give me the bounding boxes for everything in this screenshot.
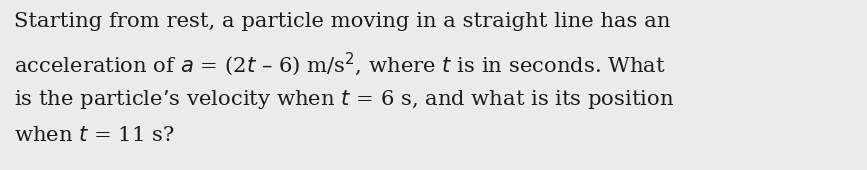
Text: when $t$ = 11 s?: when $t$ = 11 s? — [14, 126, 174, 145]
Text: acceleration of $a$ = (2$t$ – 6) m/s$^{2}$, where $t$ is in seconds. What: acceleration of $a$ = (2$t$ – 6) m/s$^{2… — [14, 50, 666, 78]
Text: is the particle’s velocity when $t$ = 6 s, and what is its position: is the particle’s velocity when $t$ = 6 … — [14, 88, 675, 111]
Text: Starting from rest, a particle moving in a straight line has an: Starting from rest, a particle moving in… — [14, 12, 670, 31]
